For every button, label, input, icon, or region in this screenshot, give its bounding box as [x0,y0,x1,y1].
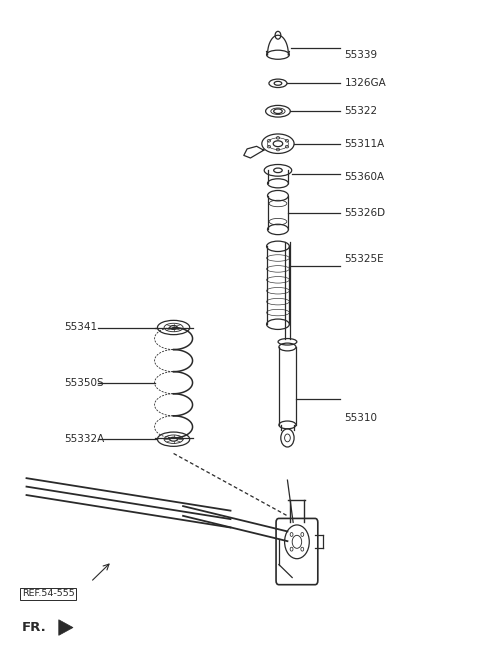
Text: 55350S: 55350S [64,378,104,388]
Text: 55332A: 55332A [64,434,105,444]
Text: 1326GA: 1326GA [344,79,386,88]
Text: 55322: 55322 [344,106,377,116]
Text: FR.: FR. [22,621,47,634]
Polygon shape [59,620,73,635]
Text: 55310: 55310 [344,413,377,423]
Text: REF.54-555: REF.54-555 [22,590,74,598]
Text: 55341: 55341 [64,322,97,333]
Text: 55360A: 55360A [344,172,384,182]
Text: 55339: 55339 [344,50,377,60]
Text: 55326D: 55326D [344,208,385,217]
Text: 55325E: 55325E [344,254,384,265]
Text: 55311A: 55311A [344,139,384,149]
